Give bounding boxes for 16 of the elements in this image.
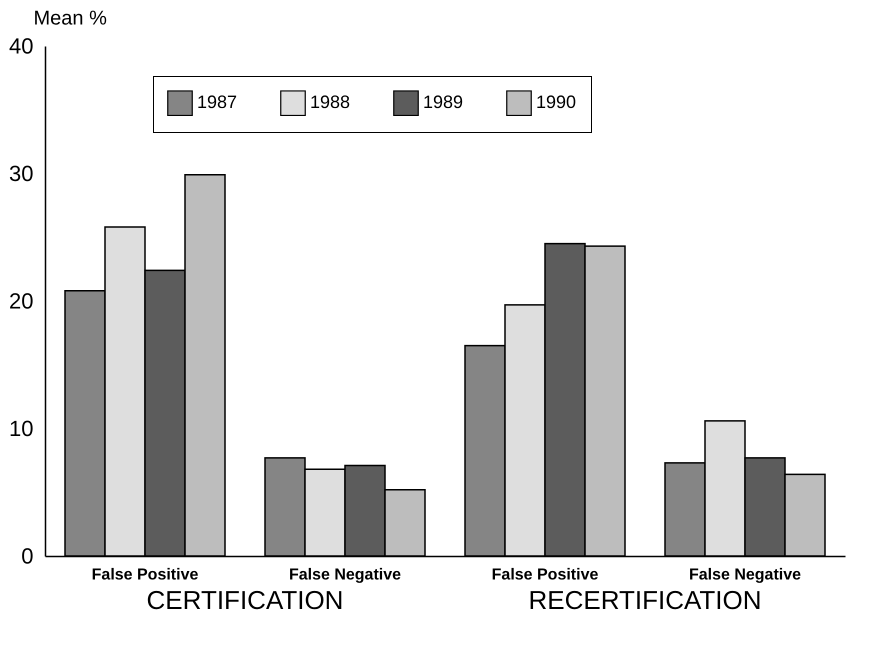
x-tick-label: False Negative xyxy=(288,566,402,584)
y-axis-title: Mean % xyxy=(34,8,108,30)
y-tick-label: 10 xyxy=(9,416,34,441)
legend-label: 1988 xyxy=(310,92,350,112)
y-tick-label: 0 xyxy=(21,544,34,568)
legend-label: 1987 xyxy=(197,92,238,112)
x-tick-label: False Negative xyxy=(688,566,802,584)
legend-label: 1990 xyxy=(536,92,576,112)
x-tick-label: False Positive xyxy=(92,566,198,584)
text: CERTIFICATION xyxy=(146,585,344,615)
y-tick-label: 40 xyxy=(9,34,34,58)
legend-label: 1989 xyxy=(423,92,464,112)
y-tick-label: 30 xyxy=(9,161,34,186)
y-tick-label: 20 xyxy=(9,288,34,314)
text: RECERTIFICATION xyxy=(528,585,762,615)
x-tick-label: False Positive xyxy=(492,566,598,584)
